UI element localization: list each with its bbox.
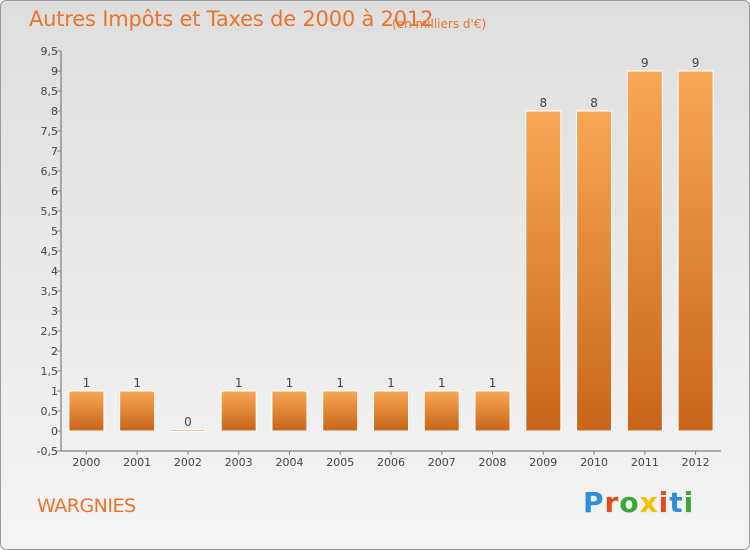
logo-letter: r <box>604 486 620 519</box>
y-tick-label: 5 <box>51 225 58 238</box>
x-tick-label: 2006 <box>377 456 405 469</box>
bar-value-label: 0 <box>184 415 192 429</box>
y-tick-label: 2 <box>51 345 58 358</box>
x-tick-label: 2000 <box>72 456 100 469</box>
logo-letter: o <box>619 486 640 519</box>
y-tick-label: 0 <box>51 425 58 438</box>
x-tick-label: 2002 <box>174 456 202 469</box>
bar-value-label: 1 <box>489 376 497 390</box>
y-tick-label: 3 <box>51 305 58 318</box>
bar-value-label: 1 <box>336 376 344 390</box>
bar <box>322 390 359 432</box>
bar-value-label: 1 <box>438 376 446 390</box>
x-tick-label: 2011 <box>631 456 659 469</box>
y-tick-label: 6 <box>51 185 58 198</box>
x-tick-label: 2003 <box>225 456 253 469</box>
y-tick-label: 9 <box>51 65 58 78</box>
bar <box>525 110 562 432</box>
y-tick-label: 8 <box>51 105 58 118</box>
commune-name: WARGNIES <box>37 495 136 517</box>
x-tick-label: 2010 <box>580 456 608 469</box>
bar <box>474 390 511 432</box>
proxiti-logo[interactable]: Proxiti <box>583 486 694 519</box>
logo-letter: P <box>583 486 605 519</box>
y-tick-label: 5,5 <box>41 205 59 218</box>
chart-title: Autres Impôts et Taxes de 2000 à 2012 <box>29 7 434 31</box>
bar <box>626 70 663 432</box>
bar <box>220 390 257 432</box>
x-tick-label: 2005 <box>326 456 354 469</box>
y-tick-label: 4,5 <box>41 245 59 258</box>
bar <box>373 390 409 432</box>
y-tick-label: 9,5 <box>41 45 59 58</box>
bar <box>119 390 156 432</box>
bars: 1 1 0 1 1 1 1 1 1 8 8 9 9 <box>68 56 714 432</box>
logo-letter: x <box>639 486 659 519</box>
y-tick-label: 4 <box>51 265 58 278</box>
bar <box>68 390 105 432</box>
bar-value-label: 8 <box>539 96 547 110</box>
y-tick-label: 8,5 <box>41 85 59 98</box>
bar-value-label: 1 <box>286 376 294 390</box>
y-axis-ticks: -0,5 0 0,5 1 1,5 2 2,5 3 3,5 4 4,5 5 5,5 6 6,5 7 7,5 8 8,5… <box>37 45 61 458</box>
bar-value-label: 1 <box>83 376 91 390</box>
bar-value-label: 1 <box>387 376 395 390</box>
chart-unit: (en milliers d'€) <box>392 17 487 31</box>
bar <box>271 390 308 432</box>
logo-letter: i <box>658 486 670 519</box>
x-axis-ticks: 2000 2001 2002 2003 2004 2005 2006 2007 2008 2009… <box>72 451 710 469</box>
bar-value-label: 9 <box>692 56 700 70</box>
x-tick-label: 2012 <box>682 456 710 469</box>
bar <box>677 70 714 432</box>
bar <box>169 429 206 432</box>
y-tick-label: 7,5 <box>41 125 59 138</box>
y-tick-label: 3,5 <box>41 285 59 298</box>
y-tick-label: 0,5 <box>41 405 59 418</box>
bar-value-label: 1 <box>133 376 141 390</box>
y-tick-label: 1,5 <box>41 365 59 378</box>
bar-value-label: 1 <box>235 376 243 390</box>
y-tick-label: 7 <box>51 145 58 158</box>
y-tick-label: -0,5 <box>37 445 58 458</box>
x-tick-label: 2004 <box>275 456 303 469</box>
y-tick-label: 6,5 <box>41 165 59 178</box>
logo-letter: t <box>669 486 684 519</box>
y-tick-label: 2,5 <box>41 325 59 338</box>
logo-letter: i <box>683 486 695 519</box>
bar-value-label: 9 <box>641 56 649 70</box>
bar <box>576 110 613 432</box>
x-tick-label: 2007 <box>428 456 456 469</box>
bar <box>423 390 460 432</box>
y-tick-label: 1 <box>51 385 58 398</box>
x-tick-label: 2009 <box>529 456 557 469</box>
x-tick-label: 2001 <box>123 456 151 469</box>
bar-value-label: 8 <box>590 96 598 110</box>
x-tick-label: 2008 <box>479 456 507 469</box>
